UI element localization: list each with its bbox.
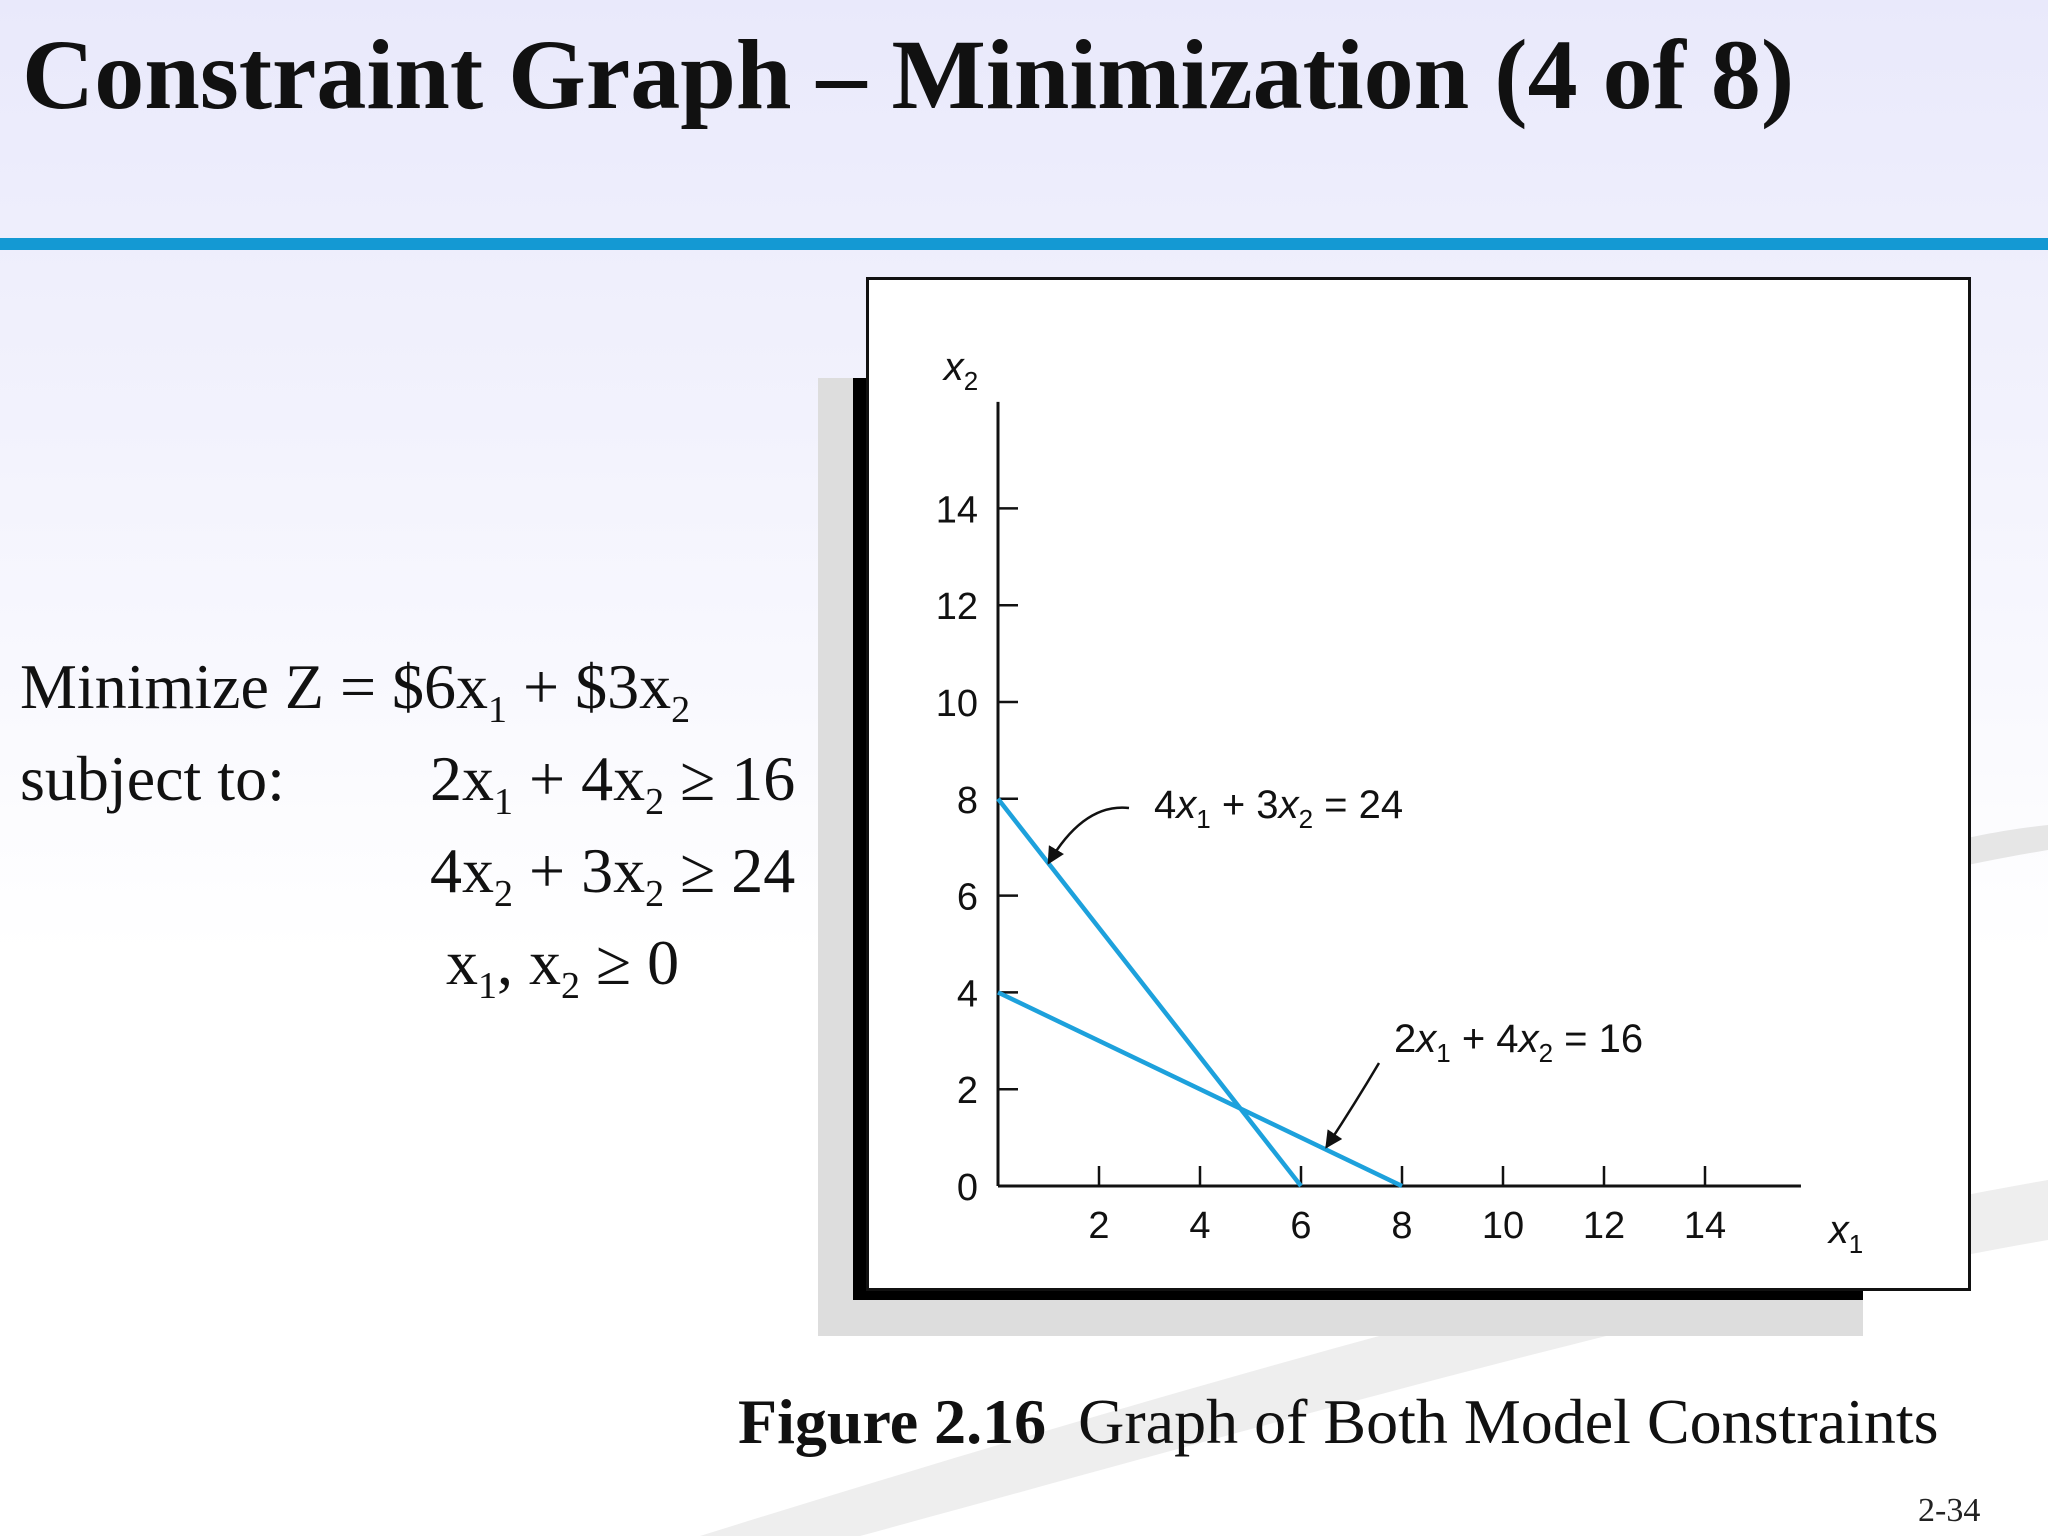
title-rule bbox=[0, 238, 2048, 250]
x-tick-label: 12 bbox=[1583, 1205, 1625, 1247]
x-tick-label: 8 bbox=[1391, 1205, 1412, 1247]
y-tick-label: 8 bbox=[957, 780, 978, 822]
objective-sub-1: 1 bbox=[488, 689, 508, 731]
y-tick-label: 10 bbox=[936, 683, 978, 725]
nn-sub-1: 1 bbox=[478, 965, 497, 1007]
constraint-arrow-1 bbox=[1047, 806, 1130, 865]
nonnegativity: x1, x2 ≥ 0 bbox=[446, 926, 680, 1005]
nn-text-a: x bbox=[446, 927, 478, 998]
title-band: Constraint Graph – Minimization (4 of 8) bbox=[0, 0, 2048, 240]
x-tick-label: 6 bbox=[1290, 1205, 1311, 1247]
figure-frame: 0 2 4 6 8 10 12 14 2 4 6 8 10 12 14 x1 x2 4x1 + 3x2 = 24 2… bbox=[866, 277, 1971, 1291]
constraint-line-1 bbox=[996, 797, 1303, 1188]
figure-caption-text: Graph of Both Model Constraints bbox=[1078, 1386, 1939, 1457]
constraint-label-1: 4x1 + 3x2 = 24 bbox=[1154, 783, 1403, 834]
x-tick-label: 4 bbox=[1189, 1205, 1210, 1247]
constraint-chart: 0 2 4 6 8 10 12 14 2 4 6 8 10 12 14 x1 x2 4x1 + 3x2 = 24 2… bbox=[936, 345, 1864, 1259]
y-tick-label: 2 bbox=[957, 1070, 978, 1112]
y-tick-label: 6 bbox=[957, 877, 978, 919]
subject-to-label: subject to: bbox=[20, 743, 285, 814]
c2-text-b: + 3x bbox=[513, 835, 646, 906]
figure-caption: Figure 2.16 Graph of Both Model Constrai… bbox=[738, 1385, 1939, 1459]
nn-rhs: ≥ 0 bbox=[580, 927, 680, 998]
c2-sub-2: 2 bbox=[645, 873, 665, 915]
objective-text-a: Minimize Z = $6x bbox=[20, 651, 489, 722]
x-tick-label: 14 bbox=[1684, 1205, 1726, 1247]
constraint-label-2: 2x1 + 4x2 = 16 bbox=[1394, 1017, 1643, 1068]
y-tick-label: 0 bbox=[957, 1167, 978, 1209]
slide-title: Constraint Graph – Minimization (4 of 8) bbox=[22, 19, 1795, 130]
figure-caption-label: Figure 2.16 bbox=[738, 1386, 1047, 1457]
objective-sub-2: 2 bbox=[671, 689, 691, 731]
slide-number: 2-34 bbox=[1918, 1492, 1981, 1529]
constraint-arrow-2 bbox=[1325, 1062, 1381, 1149]
c2-text-a: 4x bbox=[430, 835, 494, 906]
c1-text-b: + 4x bbox=[513, 743, 646, 814]
c1-rhs: ≥ 16 bbox=[664, 743, 796, 814]
y-axis-label: x2 bbox=[942, 345, 978, 396]
objective-line: Minimize Z = $6x1 + $3x2 bbox=[20, 650, 690, 729]
nn-sub-2: 2 bbox=[561, 965, 580, 1007]
constraint-2: 4x2 + 3x2 ≥ 24 bbox=[430, 834, 796, 913]
c1-sub-2: 2 bbox=[645, 781, 665, 823]
y-tick-label: 4 bbox=[957, 973, 978, 1015]
x-axis-label: x1 bbox=[1827, 1208, 1863, 1259]
y-tick-label: 12 bbox=[936, 586, 978, 628]
x-tick-label: 10 bbox=[1482, 1205, 1524, 1247]
c2-sub-1: 2 bbox=[494, 873, 513, 915]
c2-rhs: ≥ 24 bbox=[664, 835, 796, 906]
constraint-1: 2x1 + 4x2 ≥ 16 bbox=[430, 742, 796, 821]
x-tick-label: 2 bbox=[1088, 1205, 1109, 1247]
constraint-line-2 bbox=[997, 990, 1403, 1189]
y-tick-label: 14 bbox=[936, 489, 978, 531]
nn-text-b: , x bbox=[497, 927, 561, 998]
c1-sub-1: 1 bbox=[494, 781, 513, 823]
objective-text-b: + $3x bbox=[507, 651, 672, 722]
c1-text-a: 2x bbox=[430, 743, 494, 814]
